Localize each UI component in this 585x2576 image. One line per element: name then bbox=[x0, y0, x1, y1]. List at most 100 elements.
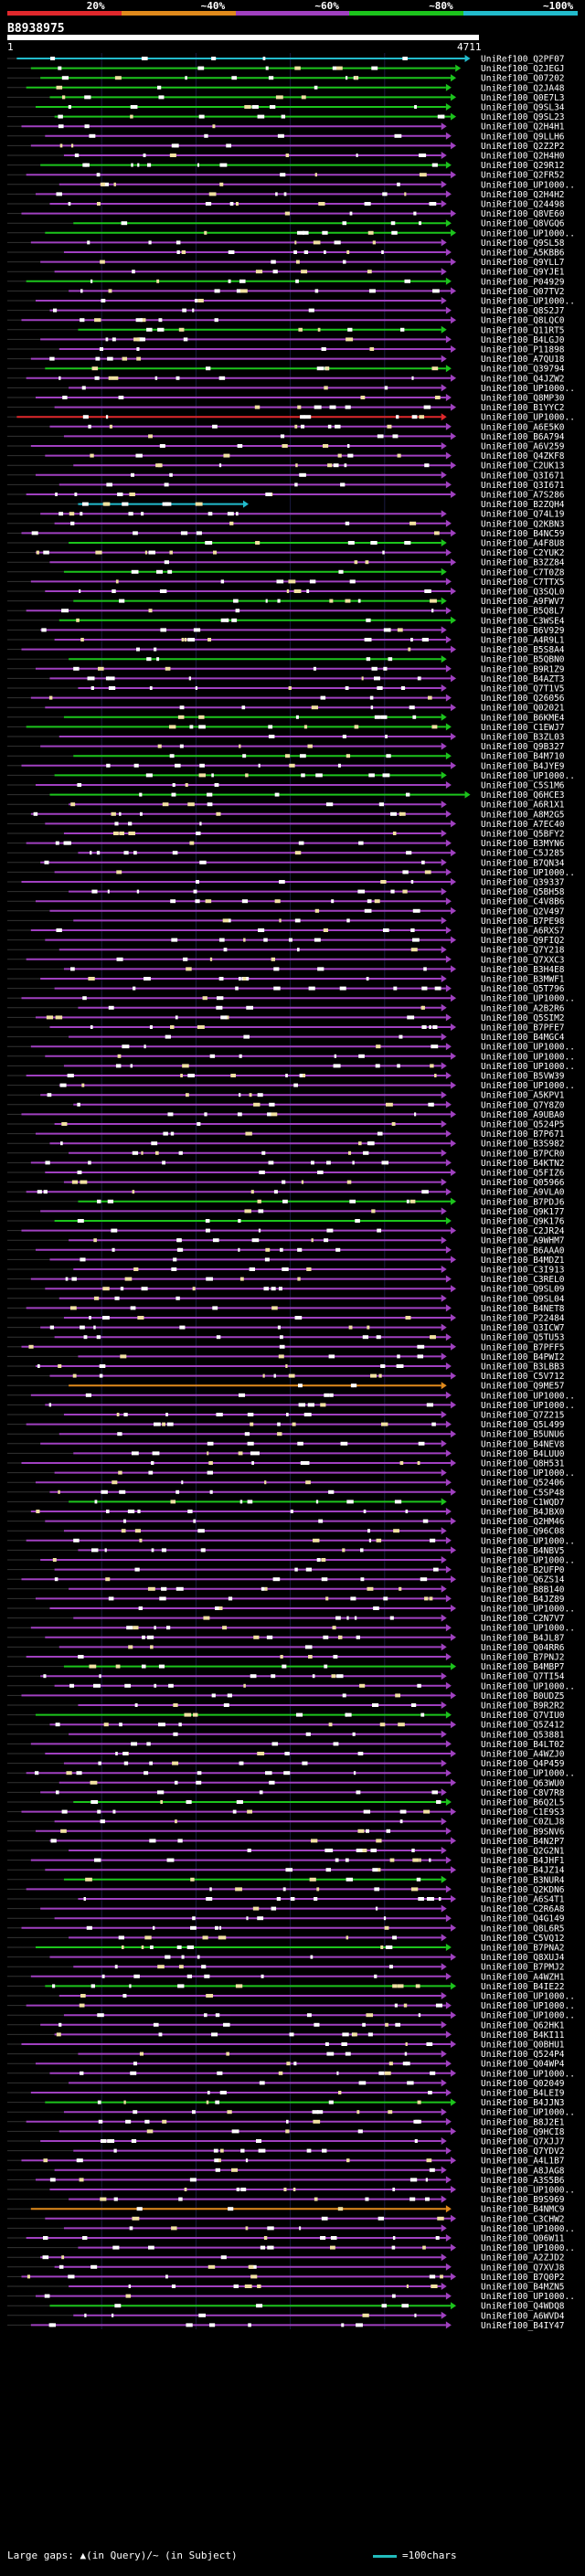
hit-segment bbox=[418, 1441, 425, 1446]
hit-segment bbox=[207, 2264, 216, 2269]
hit-segment bbox=[305, 1732, 311, 1736]
hit-segment bbox=[268, 735, 275, 738]
hit-segment bbox=[275, 95, 283, 100]
hit-arrow bbox=[445, 451, 452, 460]
hit-segment bbox=[114, 822, 119, 826]
hit-segment bbox=[431, 1044, 439, 1049]
hit-segment bbox=[133, 1267, 139, 1271]
hit-arrow bbox=[441, 1062, 447, 1070]
hit-label: UniRef100_B7PNA2 bbox=[481, 1944, 565, 1954]
hit-segment bbox=[285, 154, 290, 157]
hit-arrow bbox=[441, 1033, 447, 1041]
hit-segment bbox=[293, 2062, 297, 2066]
hit-segment bbox=[419, 154, 427, 157]
hit-segment bbox=[165, 2274, 168, 2279]
hit-arrow bbox=[445, 752, 452, 760]
hit-segment bbox=[59, 1083, 67, 1087]
hit-arrow bbox=[441, 975, 447, 982]
hit-segment bbox=[270, 1112, 278, 1117]
hit-arrow bbox=[445, 2292, 452, 2300]
hit-segment bbox=[176, 240, 181, 245]
hit-arrow bbox=[451, 674, 457, 683]
hit-segment bbox=[158, 95, 165, 100]
hit-arrow bbox=[445, 723, 452, 731]
hit-segment bbox=[111, 376, 119, 380]
hit-arrow bbox=[451, 1052, 457, 1060]
hit-segment bbox=[424, 463, 430, 468]
hit-segment bbox=[415, 1984, 420, 1988]
hit-segment bbox=[119, 1489, 126, 1494]
hit-segment bbox=[345, 76, 348, 80]
hit-segment bbox=[157, 1965, 165, 1969]
hit-segment bbox=[406, 2284, 409, 2288]
hit-segment bbox=[206, 1277, 213, 1281]
hit-segment bbox=[372, 1868, 378, 1872]
hit-label: UniRef100_A6WVD4 bbox=[481, 2311, 565, 2321]
hit-segment bbox=[214, 783, 219, 787]
hit-segment bbox=[130, 1306, 136, 1310]
hit-arrow bbox=[441, 122, 447, 131]
hit-segment bbox=[306, 1267, 312, 1271]
hit-arrow bbox=[451, 1866, 457, 1874]
hit-segment bbox=[80, 2071, 84, 2075]
hit-segment bbox=[70, 521, 75, 525]
hit-label: UniRef100_Q9SL34 bbox=[481, 103, 565, 113]
hit-segment bbox=[220, 618, 229, 622]
hit-label: UniRef100_Q7XVJ8 bbox=[481, 2263, 565, 2273]
hit-segment bbox=[169, 472, 173, 477]
hit-segment bbox=[388, 657, 393, 662]
hit-segment bbox=[215, 1925, 218, 1930]
hit-segment bbox=[79, 2003, 85, 2008]
hit-segment bbox=[156, 569, 164, 574]
hit-segment bbox=[307, 1403, 314, 1407]
hit-segment bbox=[422, 1519, 429, 1523]
hit-arrow bbox=[445, 810, 452, 818]
hit-label: UniRef100_Q39794 bbox=[481, 365, 565, 375]
hit-segment bbox=[131, 163, 133, 167]
hit-label: UniRef100_C2R6A8 bbox=[481, 1904, 565, 1914]
hit-segment bbox=[115, 1664, 121, 1669]
hit-segment bbox=[314, 2197, 318, 2201]
hit-segment bbox=[171, 143, 179, 148]
hit-segment bbox=[107, 1199, 114, 1203]
hit-segment bbox=[176, 250, 180, 254]
hit-segment bbox=[176, 1247, 184, 1252]
hit-label: UniRef100_Q7YDV2 bbox=[481, 2147, 565, 2157]
hit-label: UniRef100_Q29R12 bbox=[481, 161, 565, 171]
hit-label: UniRef100_B6KME4 bbox=[481, 713, 565, 723]
hit-segment bbox=[337, 763, 341, 768]
hit-segment bbox=[314, 2022, 320, 2027]
hit-segment bbox=[253, 1102, 261, 1107]
hit-segment bbox=[358, 1141, 362, 1146]
hit-segment bbox=[68, 105, 71, 109]
hit-segment bbox=[257, 1752, 265, 1755]
hit-segment bbox=[250, 1422, 254, 1426]
hit-segment bbox=[146, 2129, 154, 2134]
hit-segment bbox=[227, 2110, 232, 2115]
hit-label: UniRef100_Q24498 bbox=[481, 200, 565, 210]
hit-label: UniRef100_UP1000.. bbox=[481, 1468, 575, 1479]
hit-segment bbox=[149, 1025, 153, 1029]
hit-arrow bbox=[441, 1294, 447, 1302]
hit-label: UniRef100_Q7XXC3 bbox=[481, 955, 565, 965]
hit-label: UniRef100_UP1000.. bbox=[481, 994, 575, 1004]
hit-segment bbox=[285, 1364, 288, 1368]
hit-segment bbox=[165, 1034, 171, 1039]
hit-segment bbox=[374, 899, 380, 904]
hit-label: UniRef100_Q7XJJ7 bbox=[481, 2137, 565, 2147]
hit-label: UniRef100_Q62HK1 bbox=[481, 2020, 565, 2030]
hit-segment bbox=[58, 114, 63, 119]
hit-arrow bbox=[243, 500, 249, 508]
hit-segment bbox=[245, 2158, 249, 2163]
hit-segment bbox=[244, 1209, 251, 1214]
hit-arrow bbox=[445, 1653, 452, 1660]
hit-segment bbox=[197, 1122, 201, 1126]
hit-segment bbox=[263, 938, 268, 942]
hit-segment bbox=[145, 773, 153, 778]
hit-segment bbox=[250, 1451, 253, 1456]
hit-segment bbox=[414, 2313, 417, 2317]
hit-segment bbox=[427, 695, 432, 700]
hit-segment bbox=[267, 2226, 274, 2231]
hit-segment bbox=[345, 405, 351, 409]
hit-segment bbox=[373, 676, 380, 681]
